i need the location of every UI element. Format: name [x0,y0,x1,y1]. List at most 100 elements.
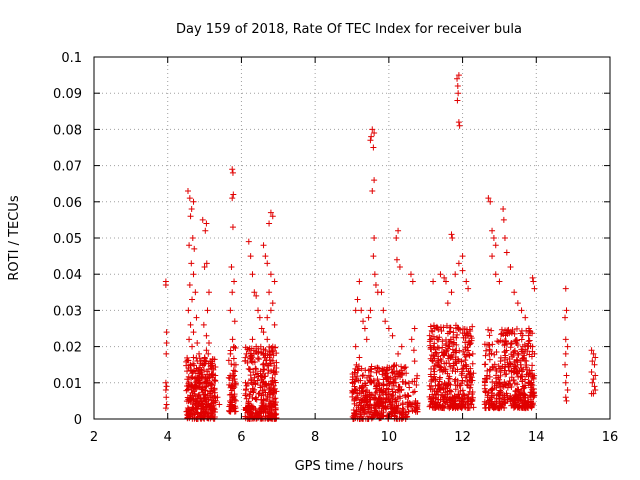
data-point [163,350,170,357]
data-point [257,384,264,391]
data-point [356,399,363,406]
data-point [526,337,533,344]
data-point [501,348,508,355]
data-point [263,382,270,389]
data-point [488,394,495,401]
data-point [441,379,448,386]
data-point [198,367,205,374]
data-point [229,224,236,231]
data-point [398,387,405,394]
data-point [508,340,515,347]
data-point [353,407,360,414]
data-point [389,395,396,402]
data-point [511,330,518,337]
data-point [369,187,376,194]
data-point [446,396,453,403]
data-point [442,389,449,396]
data-point [247,388,254,395]
data-point [388,405,395,412]
data-point [252,371,259,378]
data-point [368,133,375,140]
data-point [511,397,518,404]
data-point [188,381,195,388]
data-point [504,392,511,399]
data-point [190,354,197,361]
data-point [592,354,599,361]
data-point [376,414,383,421]
data-point [518,346,525,353]
data-point [267,209,274,216]
data-point [431,388,438,395]
data-point [455,90,462,97]
data-point [262,253,269,260]
data-point [437,385,444,392]
data-point [435,353,442,360]
data-point [513,337,520,344]
data-point [227,350,234,357]
data-point [365,408,372,415]
data-point [434,336,441,343]
data-point [463,278,470,285]
data-point [232,344,239,351]
data-point [380,307,387,314]
data-point [242,354,249,361]
data-point [529,374,536,381]
data-point [508,402,515,409]
data-point [470,370,477,377]
data-point [430,352,437,359]
data-point [466,377,473,384]
data-point [520,354,527,361]
data-point [204,374,211,381]
data-point [398,363,405,370]
data-point [465,395,472,402]
data-point [245,238,252,245]
data-point [524,394,531,401]
data-point [487,198,494,205]
data-point [249,381,256,388]
x-tick-label: 2 [90,430,98,445]
data-point [382,318,389,325]
data-point [254,355,261,362]
data-point [228,401,235,408]
data-point [354,394,361,401]
data-point [266,220,273,227]
data-point [185,307,192,314]
data-point [249,336,256,343]
data-point [245,399,252,406]
data-point [402,411,409,418]
data-point [260,391,267,398]
data-point [382,374,389,381]
data-point [186,394,193,401]
data-point [195,393,202,400]
y-tick-label: 0 [74,413,82,428]
data-point [207,358,214,365]
data-point [505,380,512,387]
data-point [447,402,454,409]
data-point [514,350,521,357]
data-point [232,361,239,368]
data-point [413,405,420,412]
data-point [385,325,392,332]
data-point [391,370,398,377]
data-point [200,321,207,328]
data-point [427,323,434,330]
data-point [191,245,198,252]
data-point [365,314,372,321]
data-point [231,405,238,412]
data-point [384,373,391,380]
data-point [496,278,503,285]
data-point [488,327,495,334]
data-point [465,347,472,354]
data-point [271,410,278,417]
data-point [269,343,276,350]
data-point [462,353,469,360]
data-point [273,359,280,366]
data-point [246,393,253,400]
data-point [393,256,400,263]
data-point [445,375,452,382]
x-tick-label: 16 [602,430,619,445]
data-point [411,358,418,365]
data-point [232,380,239,387]
data-point [467,365,474,372]
data-point [462,361,469,368]
